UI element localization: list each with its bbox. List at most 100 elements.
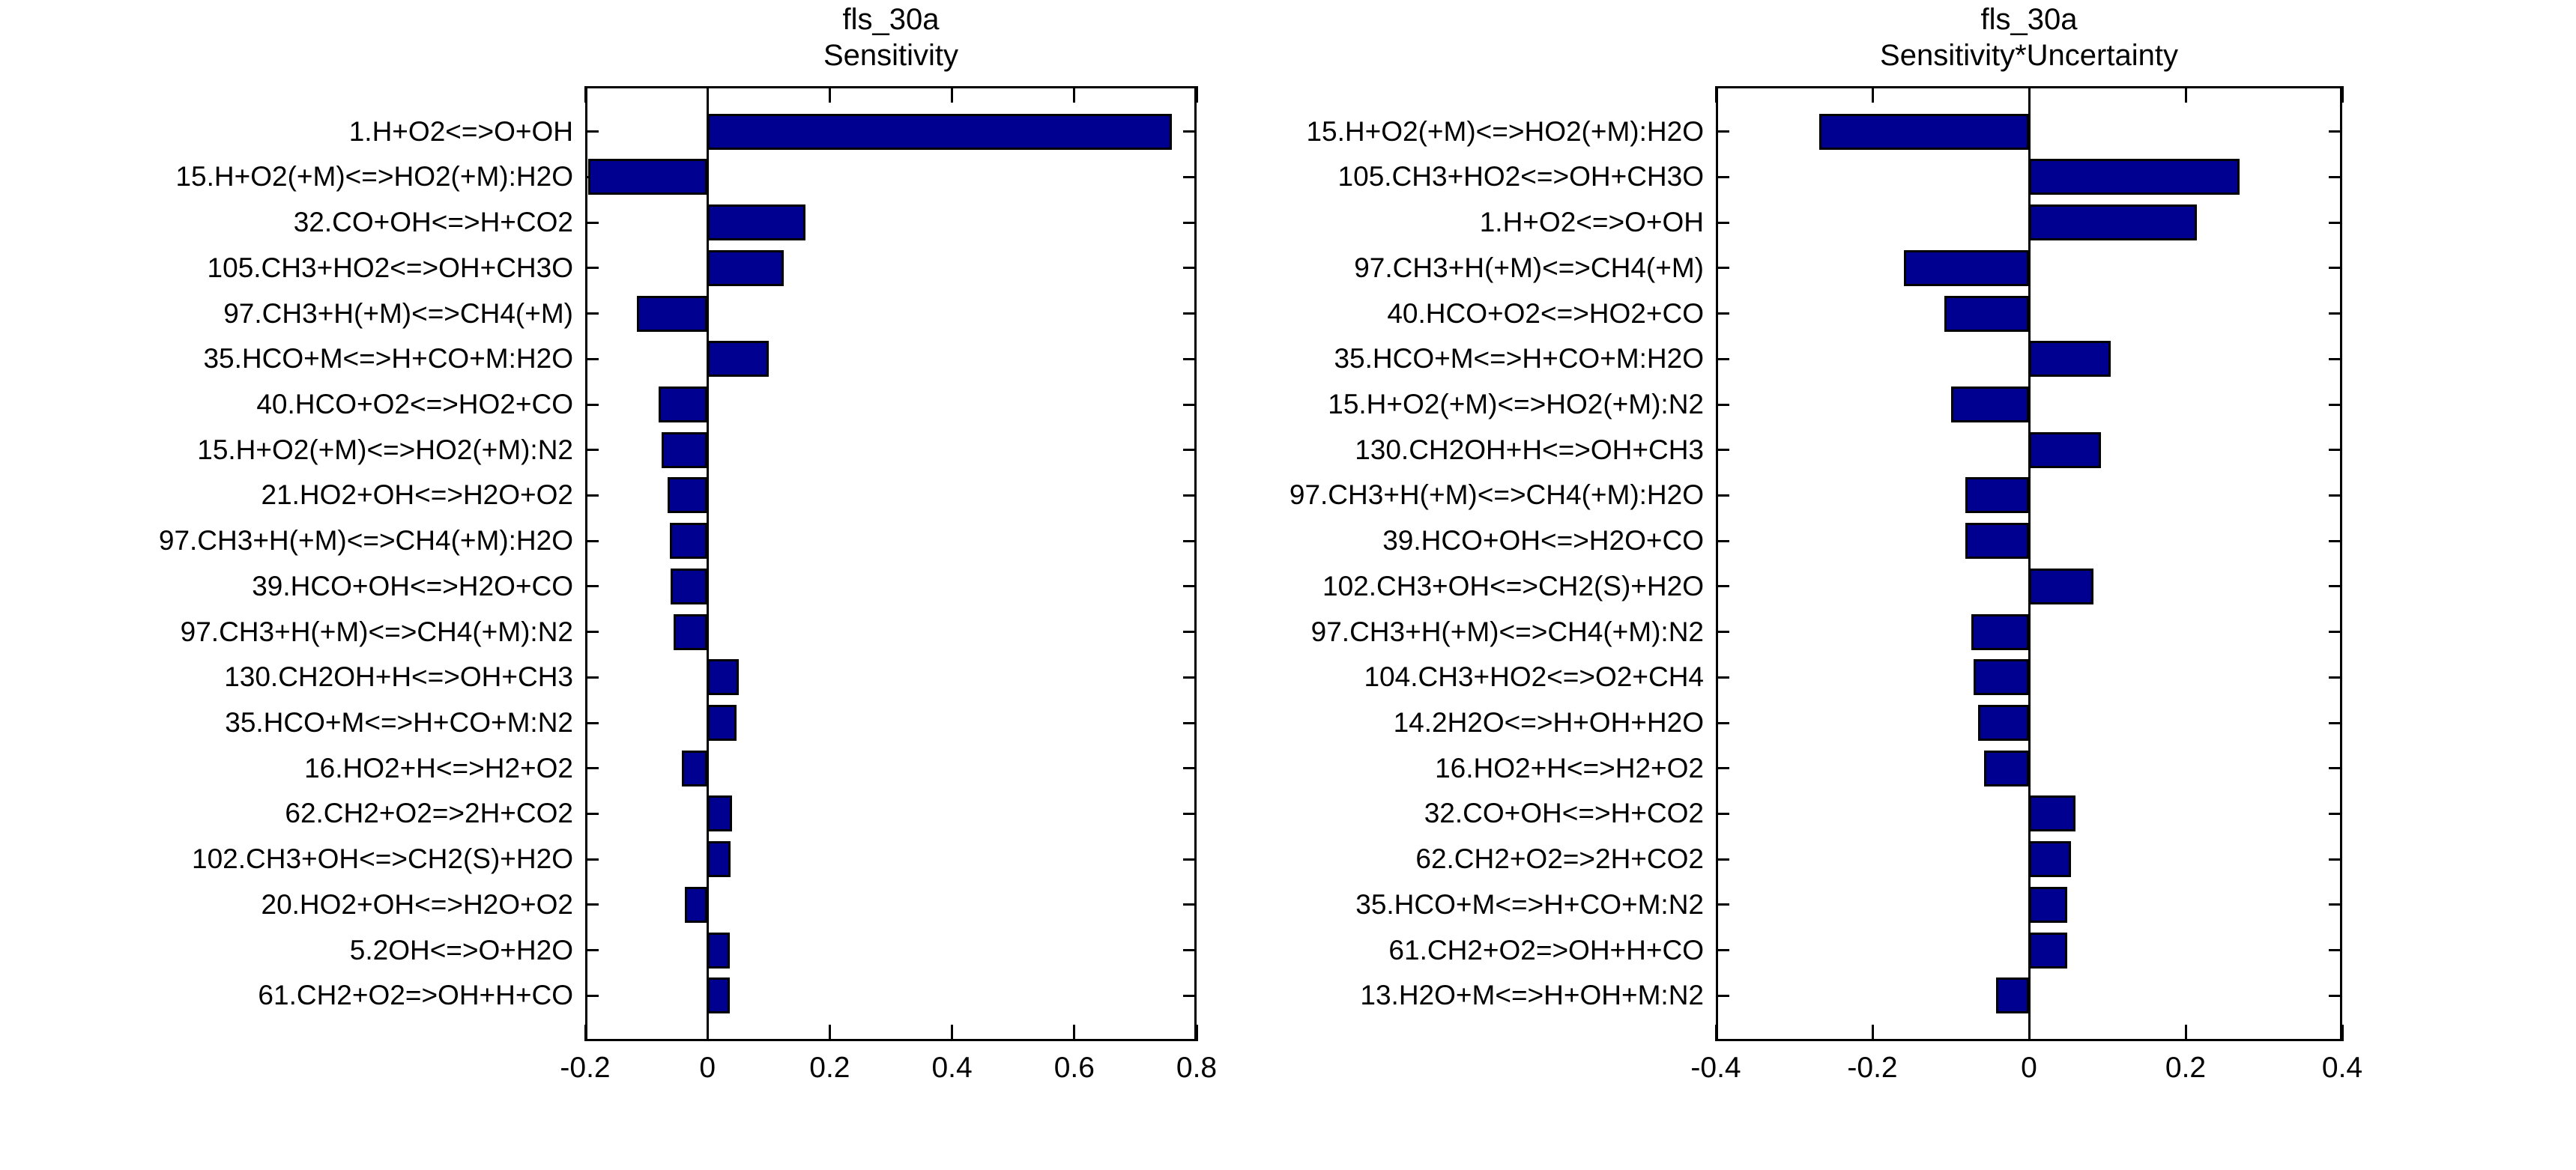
- bar-15: [1984, 750, 2029, 786]
- bar-5: [1944, 295, 2029, 332]
- x-tick-top: [1073, 86, 1076, 103]
- category-label: 39.HCO+OH<=>H2O+CO: [1382, 525, 1704, 557]
- category-label: 16.HO2+H<=>H2+O2: [304, 752, 573, 783]
- bar-15: [681, 750, 708, 786]
- category-label: 15.H+O2(+M)<=>HO2(+M):N2: [1328, 389, 1704, 419]
- category-label: 16.HO2+H<=>H2+O2: [1435, 752, 1704, 783]
- y-tick-left: [585, 494, 599, 497]
- x-tick-label: -0.2: [1847, 1052, 1898, 1084]
- category-label: 15.H+O2(+M)<=>HO2(+M):H2O: [1306, 115, 1704, 147]
- bar-6: [707, 341, 769, 378]
- x-tick-bottom: [828, 1025, 831, 1041]
- bar-20: [707, 977, 730, 1014]
- category-label: 102.CH3+OH<=>CH2(S)+H2O: [1322, 570, 1704, 601]
- category-label: 105.CH3+HO2<=>OH+CH3O: [207, 252, 573, 283]
- bar-11: [2029, 568, 2093, 604]
- y-tick-left: [1716, 721, 1729, 724]
- plot-area-sensitivity: [585, 86, 1197, 1041]
- y-tick-right: [2329, 949, 2342, 952]
- bar-17: [707, 841, 731, 878]
- y-tick-left: [1716, 676, 1729, 679]
- category-label: 62.CH2+O2=>2H+CO2: [285, 798, 573, 829]
- bar-2: [2029, 159, 2240, 195]
- category-label: 14.2H2O<=>H+OH+H2O: [1393, 707, 1704, 738]
- y-tick-right: [1183, 903, 1197, 906]
- x-tick-bottom: [2341, 1025, 2344, 1041]
- bar-5: [637, 295, 708, 332]
- x-tick-top: [2341, 86, 2344, 103]
- x-tick-bottom: [951, 1025, 954, 1041]
- y-tick-right: [2329, 721, 2342, 724]
- category-label: 21.HO2+OH<=>H2O+O2: [261, 479, 574, 511]
- x-tick-top: [584, 86, 587, 103]
- bar-9: [668, 477, 708, 514]
- y-tick-left: [1716, 175, 1729, 178]
- category-label: 1.H+O2<=>O+OH: [348, 115, 573, 147]
- x-tick-top: [1871, 86, 1874, 103]
- y-tick-left: [1716, 494, 1729, 497]
- y-tick-right: [1183, 221, 1197, 224]
- y-tick-right: [1183, 312, 1197, 315]
- y-tick-right: [2329, 631, 2342, 634]
- bar-11: [671, 568, 708, 604]
- y-tick-left: [1716, 130, 1729, 133]
- x-tick-label: 0.6: [1053, 1052, 1095, 1084]
- category-label: 40.HCO+O2<=>HO2+CO: [256, 389, 573, 419]
- y-tick-right: [2329, 767, 2342, 770]
- y-tick-right: [2329, 676, 2342, 679]
- x-tick-top: [1714, 86, 1717, 103]
- y-tick-left: [1716, 357, 1729, 360]
- x-tick-bottom: [2028, 1025, 2031, 1041]
- category-label: 1.H+O2<=>O+OH: [1479, 207, 1704, 238]
- y-tick-left: [585, 585, 599, 588]
- category-label: 40.HCO+O2<=>HO2+CO: [1387, 297, 1704, 329]
- y-tick-left: [585, 539, 599, 542]
- y-tick-right: [2329, 585, 2342, 588]
- y-tick-right: [1183, 676, 1197, 679]
- chart-title-line1: fls_30a: [1980, 3, 2078, 36]
- bar-19: [707, 932, 731, 969]
- y-tick-right: [1183, 403, 1197, 406]
- y-tick-left: [1716, 403, 1729, 406]
- chart-title-line2: Sensitivity*Uncertainty: [1880, 39, 2178, 72]
- category-label: 39.HCO+OH<=>H2O+CO: [252, 570, 573, 601]
- bar-8: [662, 431, 708, 468]
- y-tick-left: [1716, 449, 1729, 452]
- category-label: 130.CH2OH+H<=>OH+CH3: [1355, 434, 1704, 465]
- y-tick-right: [2329, 357, 2342, 360]
- bar-17: [2029, 841, 2072, 878]
- y-tick-right: [1183, 812, 1197, 815]
- bar-20: [1996, 977, 2029, 1014]
- x-tick-top: [2184, 86, 2187, 103]
- bar-19: [2029, 932, 2068, 969]
- y-tick-right: [2329, 858, 2342, 861]
- category-label: 97.CH3+H(+M)<=>CH4(+M):N2: [180, 616, 573, 647]
- y-tick-left: [585, 130, 599, 133]
- y-tick-left: [585, 676, 599, 679]
- y-tick-left: [1716, 631, 1729, 634]
- y-tick-right: [2329, 812, 2342, 815]
- y-tick-right: [2329, 903, 2342, 906]
- bar-13: [707, 659, 739, 696]
- x-tick-label: -0.4: [1690, 1052, 1741, 1084]
- chart-title-line2: Sensitivity: [823, 39, 959, 72]
- x-tick-top: [951, 86, 954, 103]
- bar-1: [707, 113, 1173, 150]
- x-tick-label: 0: [699, 1052, 716, 1084]
- y-tick-right: [1183, 539, 1197, 542]
- y-tick-right: [2329, 130, 2342, 133]
- y-tick-left: [1716, 267, 1729, 270]
- bar-16: [2029, 795, 2075, 832]
- y-tick-right: [1183, 175, 1197, 178]
- y-tick-right: [1183, 949, 1197, 952]
- y-tick-right: [1183, 130, 1197, 133]
- bar-18: [685, 886, 708, 923]
- y-tick-left: [585, 631, 599, 634]
- category-label: 13.H2O+M<=>H+OH+M:N2: [1360, 980, 1704, 1011]
- x-tick-bottom: [584, 1025, 587, 1041]
- bar-10: [669, 523, 708, 560]
- x-tick-label: 0.2: [809, 1052, 850, 1084]
- x-tick-label: -0.2: [560, 1052, 611, 1084]
- y-tick-right: [2329, 449, 2342, 452]
- bar-8: [2029, 431, 2102, 468]
